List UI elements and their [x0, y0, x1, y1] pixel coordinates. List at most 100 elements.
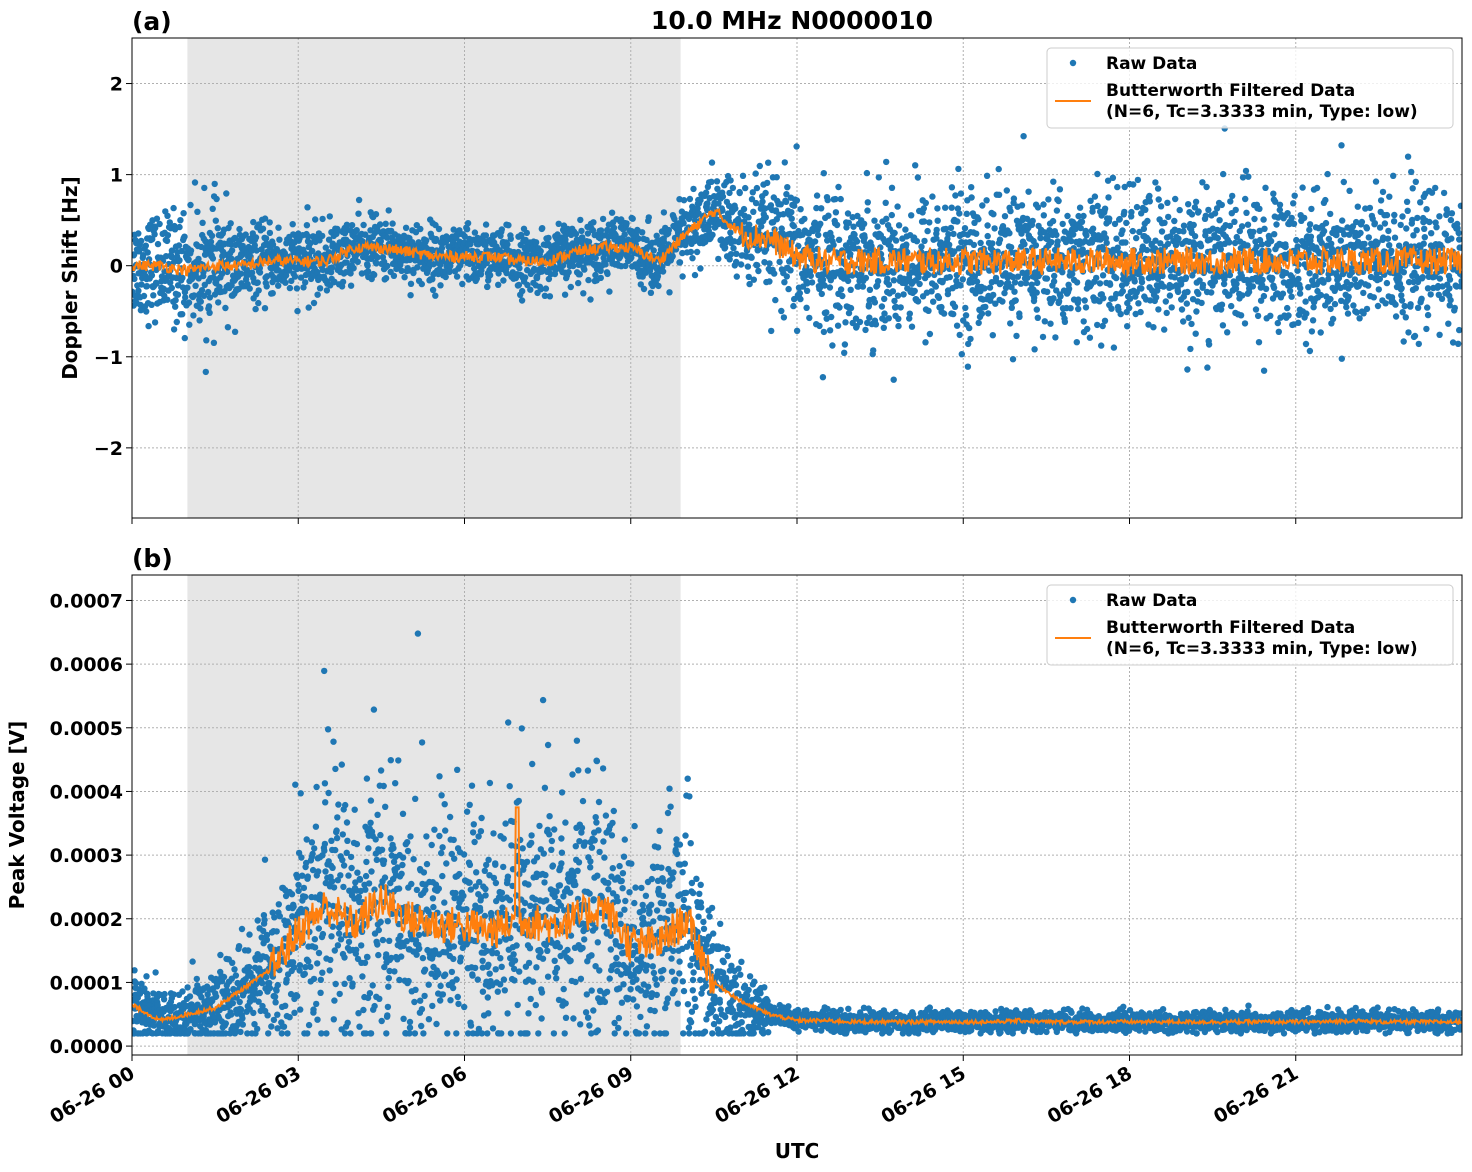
raw-point	[170, 204, 177, 212]
raw-point	[580, 290, 587, 297]
raw-point	[739, 172, 747, 179]
raw-point	[908, 323, 916, 330]
raw-point	[768, 327, 775, 335]
raw-point	[1164, 199, 1171, 206]
raw-point	[986, 267, 993, 274]
raw-point	[780, 211, 787, 218]
raw-point	[372, 211, 380, 218]
raw-point	[565, 269, 572, 276]
raw-point	[790, 302, 797, 310]
raw-point	[1259, 276, 1266, 284]
panel-b: 0.00070.00060.00050.00040.00030.00020.00…	[5, 544, 1463, 1128]
raw-point	[1166, 292, 1174, 299]
raw-point	[256, 989, 263, 997]
raw-point	[1245, 173, 1252, 180]
raw-point	[321, 667, 328, 675]
raw-point	[286, 1014, 293, 1021]
raw-point	[955, 245, 963, 252]
raw-point	[733, 258, 740, 266]
raw-point	[1295, 275, 1302, 283]
raw-point	[505, 222, 512, 229]
raw-point	[860, 220, 868, 227]
raw-point	[259, 979, 266, 987]
raw-point	[523, 229, 530, 237]
raw-point	[1218, 201, 1226, 209]
raw-point	[1327, 210, 1334, 218]
raw-point	[902, 226, 909, 233]
raw-point	[339, 278, 347, 286]
raw-point	[1243, 209, 1250, 216]
raw-point	[1370, 294, 1378, 301]
raw-point	[961, 225, 969, 232]
raw-point	[430, 261, 437, 268]
legend-filtered-label: Butterworth Filtered Data	[1106, 81, 1355, 101]
raw-point	[376, 221, 384, 228]
raw-point	[665, 226, 672, 234]
raw-point	[693, 248, 701, 256]
raw-point	[334, 814, 341, 821]
raw-point	[1129, 227, 1137, 235]
raw-point	[245, 947, 252, 954]
raw-point	[855, 245, 862, 252]
raw-point	[958, 351, 965, 358]
raw-point	[746, 221, 753, 228]
raw-point	[783, 191, 790, 198]
raw-point	[984, 232, 991, 240]
raw-point	[321, 847, 328, 854]
raw-point	[1397, 221, 1404, 229]
raw-point	[1356, 315, 1363, 322]
raw-point	[861, 234, 868, 241]
raw-point	[1009, 273, 1017, 281]
raw-point	[692, 230, 699, 237]
raw-point	[1403, 198, 1411, 205]
raw-point	[803, 304, 810, 311]
raw-point	[1175, 235, 1182, 242]
raw-point	[297, 1006, 304, 1013]
raw-point	[308, 839, 316, 846]
raw-point	[1237, 312, 1245, 319]
raw-point	[883, 215, 890, 222]
raw-point	[1414, 214, 1421, 222]
raw-point	[1089, 225, 1097, 232]
raw-point	[1344, 310, 1352, 317]
raw-point	[1307, 233, 1315, 240]
raw-point	[164, 212, 171, 219]
raw-point	[1279, 290, 1287, 297]
raw-point	[203, 337, 210, 344]
raw-point	[1034, 204, 1042, 211]
raw-point	[824, 237, 831, 244]
raw-point	[930, 298, 937, 305]
raw-point	[328, 264, 336, 271]
raw-point	[1054, 238, 1061, 245]
raw-point	[1447, 216, 1455, 224]
raw-point	[150, 292, 157, 299]
raw-point	[412, 257, 419, 264]
raw-point	[429, 276, 436, 283]
raw-point	[312, 216, 319, 223]
raw-point	[1094, 202, 1101, 210]
raw-point	[1295, 319, 1302, 326]
raw-point	[1293, 236, 1300, 244]
raw-point	[545, 275, 553, 283]
raw-point	[1091, 193, 1099, 200]
raw-point	[353, 227, 360, 234]
raw-point	[328, 878, 336, 885]
raw-point	[1093, 274, 1100, 282]
raw-point	[695, 210, 702, 217]
raw-point	[238, 925, 246, 933]
raw-point	[655, 282, 662, 290]
raw-point	[1053, 231, 1060, 239]
raw-point	[818, 205, 825, 212]
raw-point	[294, 992, 301, 1000]
raw-point	[1098, 342, 1105, 349]
raw-point	[1133, 203, 1141, 211]
raw-point	[1009, 356, 1017, 363]
raw-point	[345, 938, 353, 946]
raw-point	[1324, 170, 1331, 178]
raw-point	[572, 230, 580, 238]
raw-point	[736, 189, 743, 197]
raw-point	[635, 235, 642, 242]
raw-point	[500, 277, 507, 284]
raw-point	[933, 235, 940, 242]
raw-point	[1110, 344, 1118, 351]
